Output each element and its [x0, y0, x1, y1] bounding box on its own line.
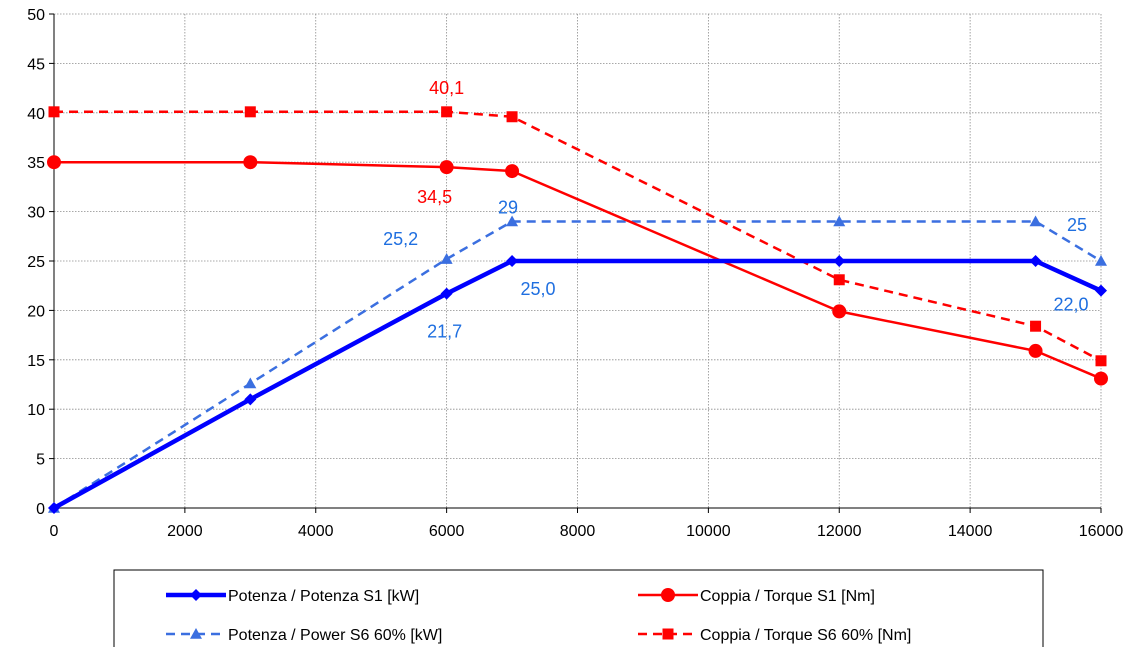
- x-tick-label: 0: [50, 523, 59, 540]
- data-point: [439, 160, 454, 175]
- series-0: [48, 255, 1107, 514]
- legend-box: [113, 569, 1044, 652]
- data-point: [505, 164, 520, 179]
- data-point: [1095, 284, 1107, 297]
- data-label: 22,0: [1053, 295, 1088, 315]
- x-tick-label: 10000: [686, 523, 731, 540]
- x-tick-label: 2000: [167, 523, 203, 540]
- data-point: [1095, 355, 1107, 367]
- y-tick-label: 35: [27, 155, 45, 172]
- legend-label: Potenza / Power S6 60% [kW]: [228, 627, 442, 644]
- legend-swatch-marker: [190, 589, 202, 601]
- legend-swatch-marker: [661, 588, 675, 602]
- y-tick-label: 45: [27, 56, 45, 73]
- legend-swatch-marker: [662, 628, 674, 640]
- y-tick-label: 5: [36, 452, 45, 469]
- data-point: [506, 215, 519, 227]
- annotation-layer: 40,1 34,5 29 25,2 25,0 21,7 25 22,0: [383, 78, 1088, 342]
- data-label: 34,5: [417, 187, 452, 207]
- legend-entry: Coppia / Torque S6 60% [Nm]: [638, 627, 911, 644]
- series-1: [47, 155, 1108, 386]
- legend-swatch-marker: [190, 628, 202, 639]
- series-3: [48, 106, 1107, 367]
- data-point: [1029, 215, 1042, 227]
- data-point: [1029, 255, 1042, 267]
- data-point: [440, 287, 453, 300]
- y-tick-label: 0: [36, 501, 45, 518]
- x-tick-label: 14000: [948, 523, 993, 540]
- data-point: [833, 274, 845, 286]
- data-label: 21,7: [427, 322, 462, 342]
- legend: Potenza / Potenza S1 [kW] Coppia / Torque…: [113, 569, 1044, 652]
- data-point: [243, 155, 258, 170]
- data-point: [244, 106, 256, 118]
- axis-layer: 0 5 10 15 20 25 30 35 40 45 50 0 2000 4000 6000 8000 100…: [27, 7, 1123, 540]
- data-point: [440, 253, 453, 264]
- data-point: [833, 255, 846, 267]
- data-label: 25,0: [521, 279, 556, 299]
- y-tick-label: 20: [27, 303, 45, 320]
- legend-label: Potenza / Potenza S1 [kW]: [228, 588, 419, 605]
- x-tick-label: 6000: [429, 523, 465, 540]
- y-tick-label: 40: [27, 106, 45, 123]
- legend-entry: Coppia / Torque S1 [Nm]: [638, 588, 875, 605]
- x-tick-label: 16000: [1079, 523, 1124, 540]
- data-point: [1095, 255, 1107, 266]
- data-point: [1030, 320, 1042, 332]
- legend-label: Coppia / Torque S6 60% [Nm]: [700, 627, 911, 644]
- x-tick-label: 8000: [560, 523, 596, 540]
- data-point: [832, 304, 847, 319]
- data-point: [244, 377, 257, 389]
- y-tick-label: 50: [27, 7, 45, 24]
- legend-label: Coppia / Torque S1 [Nm]: [700, 588, 875, 605]
- data-point: [506, 255, 519, 267]
- y-tick-label: 25: [27, 254, 45, 271]
- data-point: [1028, 343, 1043, 358]
- series-layer: [47, 106, 1108, 514]
- data-point: [48, 502, 60, 514]
- data-point: [48, 106, 60, 118]
- y-tick-label: 30: [27, 205, 45, 222]
- data-point: [441, 106, 453, 118]
- data-point: [833, 215, 846, 227]
- data-label: 25,2: [383, 229, 418, 249]
- data-point: [244, 393, 257, 406]
- y-tick-label: 10: [27, 402, 45, 419]
- x-tick-label: 12000: [817, 523, 862, 540]
- data-label: 29: [498, 197, 518, 217]
- legend-entry: Potenza / Power S6 60% [kW]: [166, 627, 442, 644]
- data-label: 40,1: [429, 78, 464, 98]
- x-tick-label: 4000: [298, 523, 334, 540]
- y-tick-label: 15: [27, 353, 45, 370]
- legend-entry: Potenza / Potenza S1 [kW]: [166, 588, 419, 605]
- data-point: [47, 155, 61, 170]
- data-label: 25: [1067, 215, 1087, 235]
- data-point: [1094, 371, 1108, 386]
- data-point: [506, 111, 518, 123]
